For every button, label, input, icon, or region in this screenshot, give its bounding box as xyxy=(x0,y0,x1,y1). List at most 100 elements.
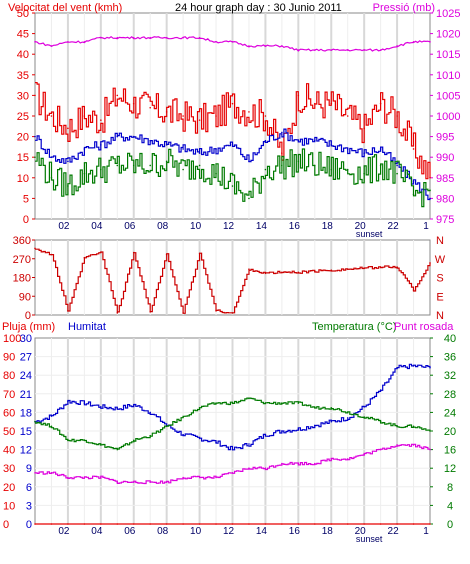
chart1-series-blue-point xyxy=(100,144,102,146)
chart3-temp-tick-label: 40 xyxy=(444,333,456,345)
chart3-series-point-magenta xyxy=(363,453,365,456)
chart3-series-point-red xyxy=(149,523,152,525)
chart3-series-point-blue xyxy=(264,433,267,436)
chart3-pluja-tick-label: 0 xyxy=(3,519,9,531)
chart3-series-point-blue xyxy=(231,448,234,451)
chart3-series-point-green xyxy=(165,425,168,428)
chart1-xtick-label: 14 xyxy=(256,221,268,232)
chart1-series-blue-point xyxy=(67,160,69,163)
chart3-series-point-magenta xyxy=(149,481,152,483)
chart3-series-point-magenta xyxy=(182,476,184,479)
chart3-series-point-red xyxy=(83,523,86,525)
chart3-xtick-label: 06 xyxy=(124,526,136,537)
chart1-series-blue-point xyxy=(248,160,250,163)
chart1-series-blue-point xyxy=(149,139,152,142)
chart3-series-point-blue xyxy=(50,415,53,417)
chart3-pluja-tick-label: 80 xyxy=(3,370,15,382)
chart1-y2tick-label: 1000 xyxy=(436,111,460,123)
chart1-series-red-point xyxy=(34,94,36,97)
chart2-wind-direction-point xyxy=(248,268,250,270)
chart3-xtick-label: 02 xyxy=(58,526,70,537)
chart1-ytick-label: 25 xyxy=(17,111,29,123)
chart3-temp-tick-label: 28 xyxy=(444,389,456,401)
chart2-wind-direction-point xyxy=(264,272,267,275)
chart3-series-point-red xyxy=(281,523,283,525)
chart3-pluja-tick-label: 70 xyxy=(3,389,15,401)
chart3-series-point-blue xyxy=(83,402,86,404)
chart1-series-red-point xyxy=(429,177,431,179)
chart3-series-point-blue xyxy=(215,441,217,443)
chart1-xtick-label: 20 xyxy=(355,221,367,232)
chart1-ytick-label: 35 xyxy=(17,70,29,82)
chart1-series-red-point xyxy=(313,102,316,105)
chart3-series-point-red xyxy=(100,523,102,525)
chart3-xtick-label: 22 xyxy=(388,526,400,537)
chart3-series-point-red xyxy=(363,523,365,525)
chart1-series-red-point xyxy=(100,119,102,121)
chart3-series-point-magenta xyxy=(330,458,333,460)
chart2-wind-direction-point xyxy=(198,252,201,255)
chart3-series-point-magenta xyxy=(379,448,382,451)
chart1-y2tick-label: 1020 xyxy=(436,29,460,41)
chart3-xtick-label: 16 xyxy=(289,526,301,537)
chart1-series-red-point xyxy=(50,115,53,117)
chart1-y2tick-label: 985 xyxy=(436,173,454,185)
chart1-y2tick-label: 995 xyxy=(436,132,454,144)
chart3-series-point-magenta xyxy=(116,481,119,483)
chart1-series-red-point xyxy=(297,94,300,97)
chart1-sunset-label: sunset xyxy=(356,229,383,239)
chart3-series-point-magenta xyxy=(67,476,69,479)
chart3-pluja-tick-label: 90 xyxy=(3,352,15,364)
chart2-wind-direction-point xyxy=(281,271,283,274)
chart3-temp-tick-label: 32 xyxy=(444,370,456,382)
chart1-series-magenta-point xyxy=(379,49,382,51)
chart3-pluja-tick-label: 30 xyxy=(3,463,15,475)
chart1-series-blue-point xyxy=(215,148,217,150)
chart2-compass-label: E xyxy=(436,291,443,303)
chart3-series-point-magenta xyxy=(83,476,86,479)
chart1-series-green-point xyxy=(67,185,69,187)
chart1-series-blue-point xyxy=(412,181,415,183)
chart3-series-point-blue xyxy=(116,407,119,410)
chart1-y2tick-label: 1010 xyxy=(436,70,460,82)
chart2-wind-direction-point xyxy=(50,253,53,256)
chart1-y2tick-label: 990 xyxy=(436,152,454,164)
chart3-series-point-green xyxy=(412,425,415,428)
chart2-wind-direction-point xyxy=(182,312,184,314)
chart3-temp-tick-label: 8 xyxy=(447,482,453,494)
chart2-ytick-label: 360 xyxy=(13,235,31,247)
chart1-series-magenta-point xyxy=(396,45,398,47)
chart3-humitat-tick-label: 9 xyxy=(26,463,32,475)
chart1-xtick-label: 12 xyxy=(223,221,235,232)
chart1-series-blue-point xyxy=(50,156,53,158)
chart1-series-red-point xyxy=(198,119,201,121)
chart3-series-point-red xyxy=(67,523,69,525)
chart1-series-magenta-point xyxy=(50,45,53,47)
chart1-series-green-point xyxy=(330,168,333,171)
chart3-series-point-magenta xyxy=(198,476,201,479)
chart3-series-point-blue xyxy=(412,365,415,367)
chart1-series-green-point xyxy=(297,160,300,163)
chart3-series-point-magenta xyxy=(34,472,36,474)
chart1-xtick-label: 1 xyxy=(423,221,429,232)
chart3-series-point-magenta xyxy=(313,462,316,465)
chart1-series-green-point xyxy=(50,177,53,179)
chart2-wind-direction-point xyxy=(363,267,365,269)
chart1-series-blue-point xyxy=(182,148,184,150)
chart2-wind-direction-point xyxy=(132,251,135,254)
chart1-series-blue-point xyxy=(116,135,119,138)
chart1-series-magenta-point xyxy=(363,49,365,51)
chart1-series-red-point xyxy=(165,111,168,113)
chart1-xtick-label: 04 xyxy=(91,221,103,232)
chart3-series-point-magenta xyxy=(346,458,349,460)
chart3-series-point-red xyxy=(330,523,333,525)
chart3-humitat-tick-label: 27 xyxy=(20,352,32,364)
chart1-series-blue-point xyxy=(396,164,398,167)
chart1-series-blue-point xyxy=(330,144,333,146)
chart3-series-point-blue xyxy=(100,406,102,408)
chart1-series-green-point xyxy=(215,172,217,175)
chart3-series-point-green xyxy=(83,439,86,442)
chart1-series-blue-point xyxy=(264,139,267,142)
chart3-series-point-green xyxy=(363,416,365,418)
